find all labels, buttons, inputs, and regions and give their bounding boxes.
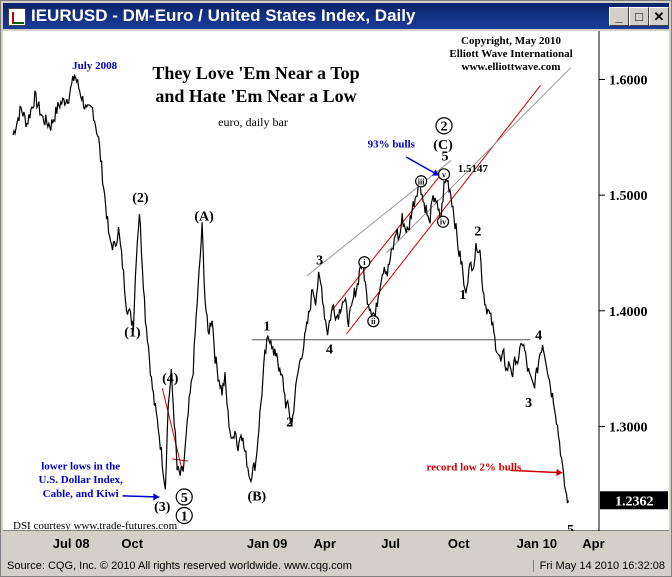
circled-wave-marker	[175, 488, 193, 506]
annotation-text: lower lows in the	[41, 460, 120, 472]
circled-wave-label: 5	[181, 491, 188, 506]
plot-background	[3, 31, 599, 531]
y-tick-label: 1.6000	[609, 73, 648, 88]
annotation-text: 1.5147	[458, 163, 489, 175]
wave-label: 4	[535, 329, 542, 344]
close-button[interactable]: ✕	[649, 7, 669, 26]
annotation-text: 93% bulls	[368, 139, 416, 151]
y-tick-label: 1.4000	[609, 305, 648, 320]
circled-wave-label: 2	[441, 120, 448, 135]
copyright-line2: Elliott Wave International	[449, 48, 572, 60]
wave-label: 4	[326, 343, 333, 358]
credit-text: DSI courtesy www.trade-futures.com	[13, 520, 178, 531]
red-trendline	[346, 84, 541, 335]
bulls-93-arrow	[405, 156, 440, 177]
wave-label: (B)	[248, 489, 267, 504]
gray-trendline	[385, 67, 571, 254]
wave-label: (4)	[162, 372, 179, 387]
x-tick-label: Jul	[381, 536, 401, 551]
status-source: Source: CQG, Inc. © 2010 All rights rese…	[7, 560, 352, 572]
wave-label: 5	[442, 149, 449, 164]
circled-wave-label: iii	[418, 177, 425, 186]
annotation-text: July 2008	[72, 60, 117, 72]
red-trendline	[331, 171, 444, 312]
bulls-2-arrow	[510, 469, 563, 474]
x-tick-label: Oct	[121, 536, 144, 551]
circled-wave-marker	[436, 215, 450, 228]
title-bar[interactable]: IEURUSD - DM-Euro / United States Index,…	[3, 3, 669, 29]
x-tick-label: Jul 08	[52, 536, 90, 551]
circled-wave-label: 1	[181, 510, 188, 525]
circled-wave-marker	[358, 256, 371, 269]
price-chart[interactable]: (2)(1)(4)(3)(A)(B)(C)1234521435251iiiiii…	[3, 31, 669, 538]
red-trendline	[172, 458, 189, 462]
x-tick-label: Jan 10	[516, 536, 558, 551]
minimize-button[interactable]: _	[609, 7, 629, 26]
circled-wave-label: i	[363, 258, 366, 267]
circled-wave-marker	[437, 168, 451, 181]
wave-label: 3	[525, 396, 532, 411]
wave-label: 2	[286, 415, 293, 430]
annotation-text: record low 2% bulls	[426, 461, 522, 473]
circled-wave-label: ii	[371, 317, 376, 326]
y-axis-panel	[599, 31, 669, 531]
wave-label: (C)	[433, 138, 453, 153]
lower-lows-arrow	[122, 495, 160, 498]
red-trendline	[161, 388, 183, 471]
status-bar: Source: CQG, Inc. © 2010 All rights rese…	[3, 558, 669, 575]
circled-wave-marker	[175, 506, 193, 525]
chart-title-line1: They Love 'Em Near a Top	[152, 63, 359, 83]
annotation-text: U.S. Dollar Index,	[38, 474, 123, 486]
y-tick-label: 1.5000	[609, 189, 648, 204]
circled-wave-label: v	[442, 170, 446, 179]
wave-label: (1)	[124, 325, 141, 340]
wave-label: 3	[316, 254, 323, 269]
circled-wave-marker	[415, 175, 428, 188]
x-tick-label: Apr	[313, 536, 336, 551]
price-series-line	[12, 73, 570, 504]
chart-subtitle: euro, daily bar	[218, 115, 288, 129]
x-tick-label: Oct	[447, 536, 470, 551]
last-price-box	[600, 491, 668, 510]
circled-wave-marker	[435, 117, 453, 135]
bulls-93-arrow-head	[432, 169, 440, 176]
wave-label: 5	[567, 523, 574, 531]
lower-lows-arrow-head	[153, 493, 160, 501]
status-timestamp: Fri May 14 2010 16:32:08	[532, 560, 665, 572]
wave-label: 1	[459, 288, 466, 303]
circled-wave-marker	[367, 315, 380, 328]
wave-label: (3)	[154, 500, 171, 515]
window-title: IEURUSD - DM-Euro / United States Index,…	[31, 6, 416, 25]
annotation-text: Cable, and Kiwi	[43, 488, 119, 500]
circled-wave-label: iv	[440, 218, 446, 227]
y-tick-label: 1.3000	[609, 420, 648, 435]
wave-label: 1	[263, 319, 270, 334]
copyright-line3: www.elliottwave.com	[462, 61, 561, 73]
x-tick-label: Jan 09	[246, 536, 288, 551]
x-tick-label: Apr	[582, 536, 605, 551]
copyright-line1: Copyright, May 2010	[461, 35, 561, 47]
wave-label: (A)	[194, 210, 214, 225]
chart-area[interactable]: (2) (1) (4) (3) (A) (B) (C) 1 2 3 4 5 2 1 4 3 5 2 5 1 i ii iii…	[3, 31, 669, 538]
wave-label: (2)	[132, 191, 149, 206]
last-price-label: 1.2362	[615, 494, 654, 509]
chart-title-line2: and Hate 'Em Near a Low	[155, 86, 356, 106]
app-icon	[8, 8, 26, 26]
maximize-button[interactable]: □	[629, 7, 649, 26]
bulls-2-arrow-head	[556, 468, 563, 477]
wave-label: 2	[474, 225, 481, 240]
